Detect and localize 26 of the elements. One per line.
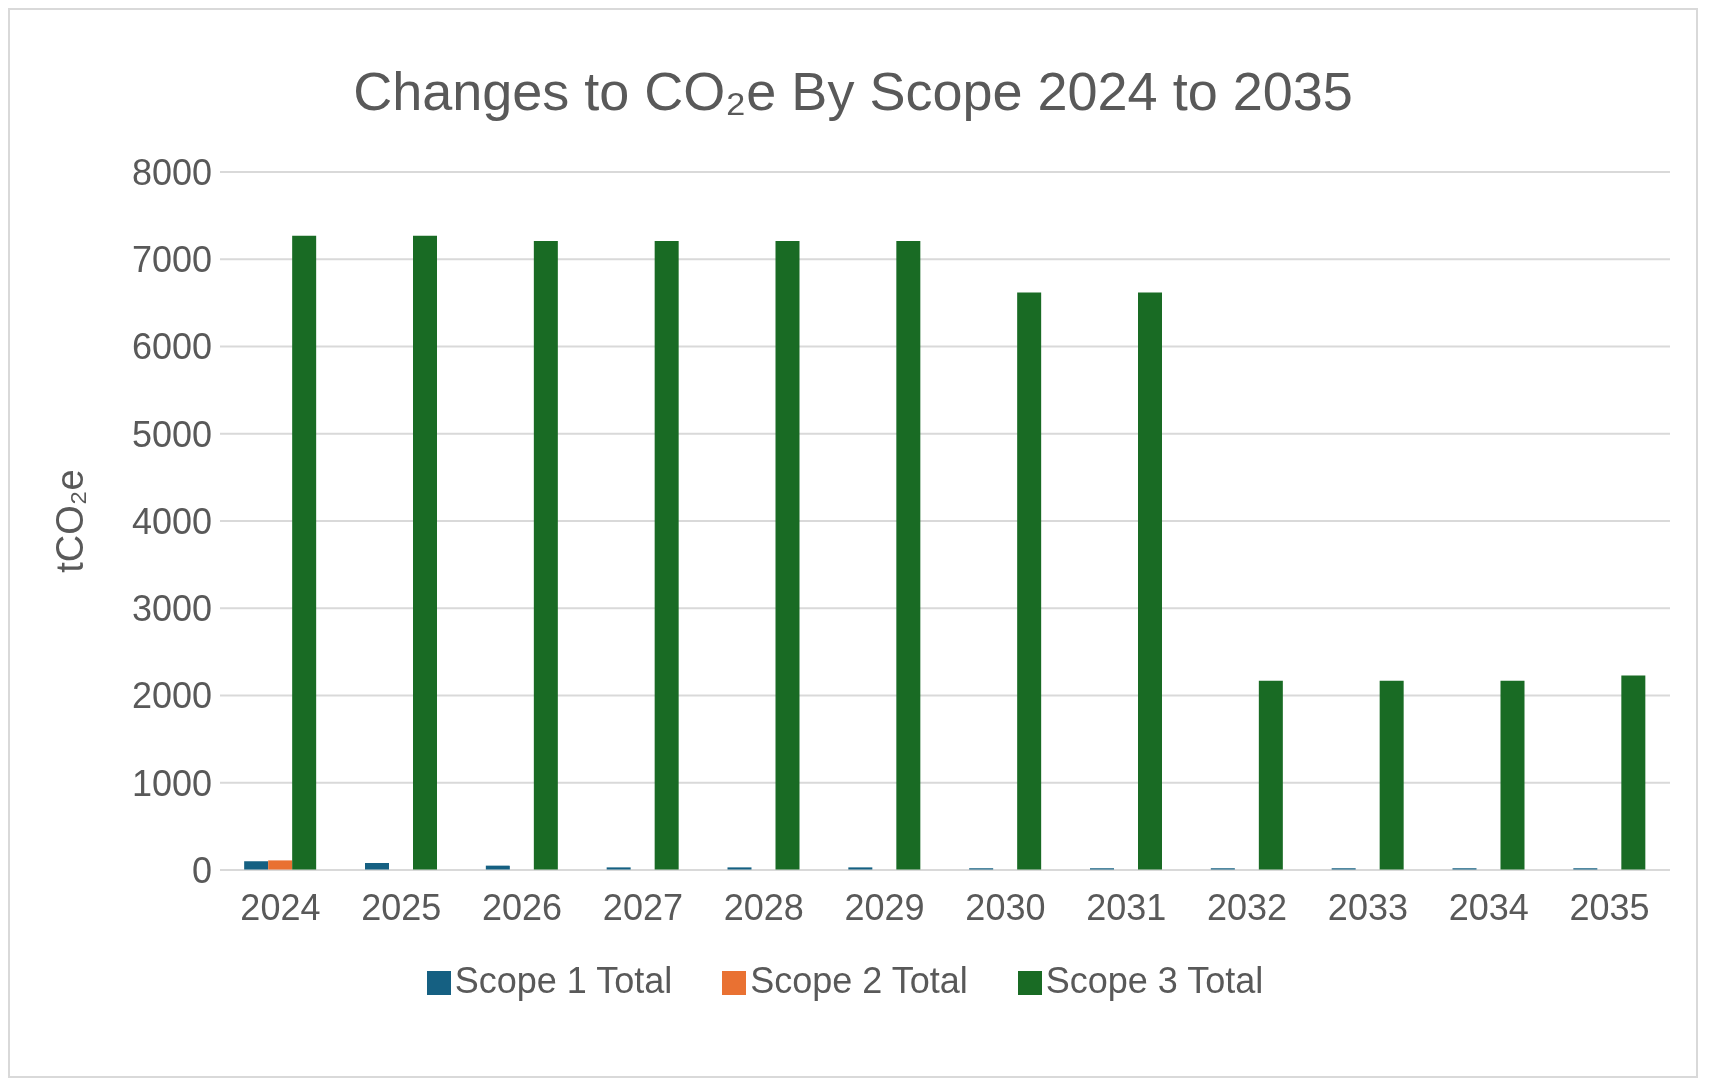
x-tick-label: 2027 [602,886,683,928]
x-tick-label: 2033 [1327,886,1408,928]
legend-label: Scope 1 Total [454,960,673,1001]
y-tick-label: 8000 [131,151,212,193]
y-tick-label: 2000 [131,675,212,717]
y-axis-title: tCO₂e [49,469,92,573]
x-tick-label: 2025 [361,886,442,928]
x-tick-label: 2035 [1569,886,1650,928]
x-tick-label: 2028 [723,886,804,928]
chart-title: Changes to CO₂e By Scope 2024 to 2035 [352,60,1354,122]
y-tick-label: 7000 [131,239,212,281]
y-tick-label: 1000 [131,762,212,804]
x-tick-label: 2031 [1086,886,1167,928]
y-tick-label: 3000 [131,588,212,630]
x-tick-label: 2026 [482,886,563,928]
y-tick-label: 5000 [131,413,212,455]
x-tick-label: 2030 [965,886,1046,928]
legend-label: Scope 2 Total [750,960,968,1001]
y-tick-label: 4000 [131,500,212,542]
y-tick-label: 6000 [131,326,212,368]
x-tick-label: 2032 [1207,886,1288,928]
x-tick-label: 2024 [240,886,321,928]
x-tick-label: 2029 [844,886,925,928]
legend-label: Scope 3 Total [1045,960,1264,1001]
x-tick-label: 2034 [1448,886,1529,928]
y-tick-label: 0 [191,849,212,891]
